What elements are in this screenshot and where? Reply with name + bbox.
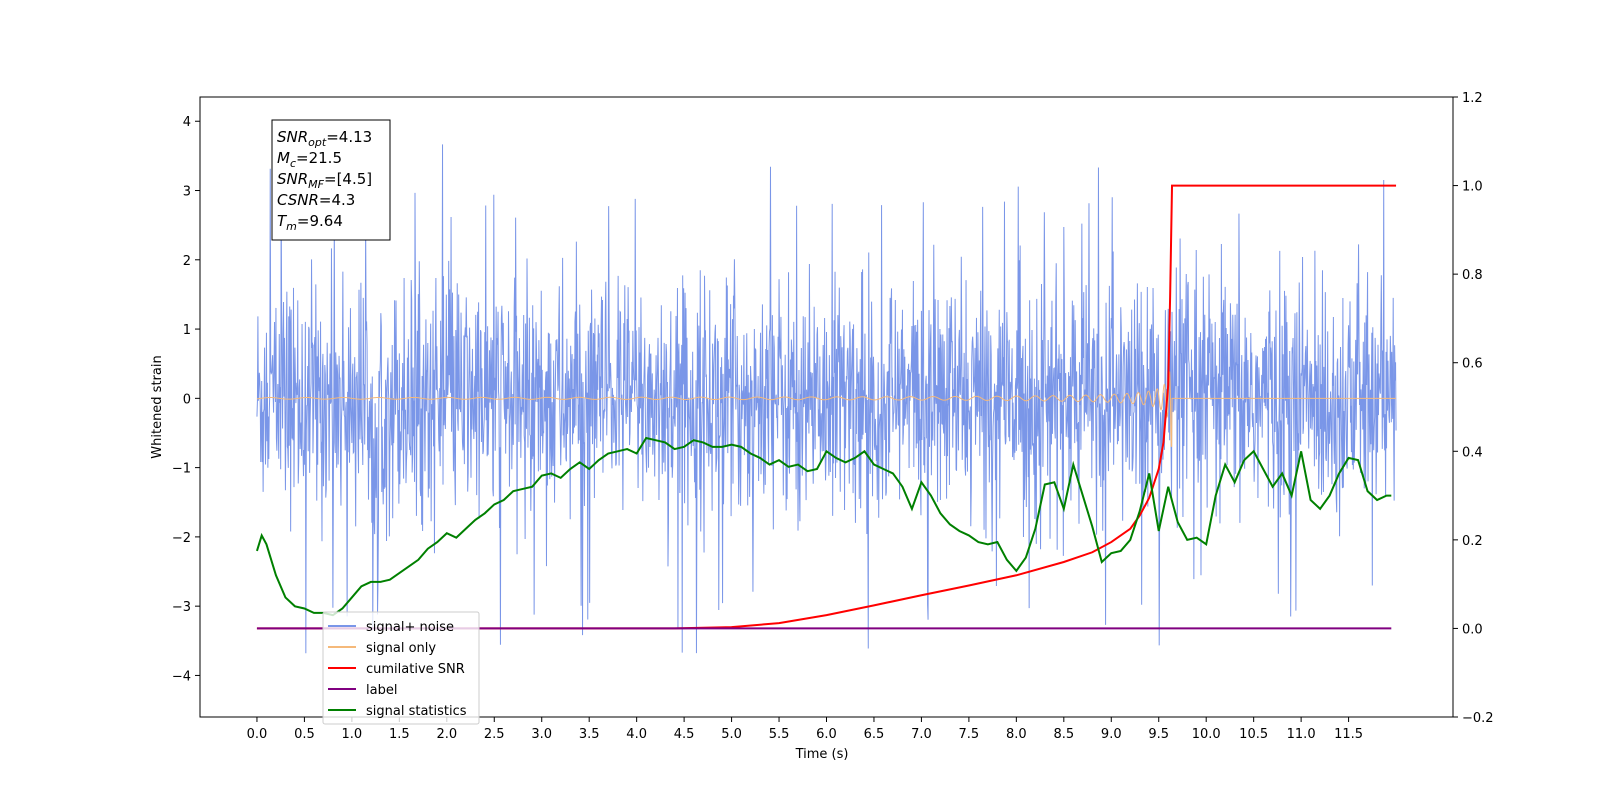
signal-only-line [256,371,1397,447]
legend-label: signal statistics [366,704,467,719]
signal-noise-line [256,144,1397,654]
x-tick-label: 11.5 [1334,727,1363,742]
annotation-line: Tm=9.64 [277,212,343,233]
x-tick-label: 1.5 [389,727,410,742]
x-tick-label: 2.0 [436,727,457,742]
x-tick-label: 8.0 [1006,727,1027,742]
x-tick-label: 8.5 [1053,727,1074,742]
legend: signal+ noise signal only cumilative SNR la… [322,611,480,725]
y-tick-label: −4 [172,669,191,684]
x-axis-ticks: 0.0 0.5 1.0 1.5 2.0 2.5 3.0 3.5 4.0 4.5 5.0 5.5 6.0 6… [247,717,1363,742]
annotation-line: SNRopt=4.13 [277,128,372,149]
y-tick-label: −1 [172,462,191,477]
x-tick-label: 1.0 [342,727,363,742]
x-tick-label: 10.0 [1192,727,1221,742]
legend-label: signal+ noise [366,620,454,635]
annotation-line: Mc=21.5 [277,149,342,170]
x-tick-label: 4.0 [626,727,647,742]
y-tick-label: 1 [183,323,191,338]
annotation-line: SNRMF=[4.5] [277,170,372,191]
legend-label: cumilative SNR [366,662,465,677]
x-tick-label: 2.5 [484,727,505,742]
signal-noise-series [256,144,1397,654]
y-tick-label: 4 [183,115,191,130]
y-tick-label: −3 [172,600,191,615]
y2-tick-label: 0.8 [1462,268,1483,283]
x-tick-label: 7.0 [911,727,932,742]
signal-statistics-line [255,436,1392,617]
y2-tick-label: −0.2 [1462,711,1494,726]
y-axis-label: Whitened strain [150,355,165,458]
x-tick-label: 7.5 [959,727,980,742]
x-tick-label: 6.5 [864,727,885,742]
x-axis-label: Time (s) [795,747,849,762]
y-axis-ticks: 4 3 2 1 0 −1 −2 −3 −4 [172,115,200,684]
x-tick-label: 3.5 [579,727,600,742]
legend-box [322,611,480,725]
x-tick-label: 5.0 [721,727,742,742]
cumilative-snr-line [256,184,1397,630]
legend-label: signal only [366,641,436,656]
annotation-line: CSNR=4.3 [277,191,355,209]
x-tick-label: 3.0 [531,727,552,742]
x-tick-label: 5.5 [769,727,790,742]
x-tick-label: 9.0 [1101,727,1122,742]
signal-only-series [256,371,1397,447]
x-tick-label: 10.5 [1239,727,1268,742]
y2-tick-label: 1.0 [1462,180,1483,195]
x-tick-label: 9.5 [1148,727,1169,742]
y-tick-label: 0 [183,392,191,407]
y2-tick-label: 0.4 [1462,445,1483,460]
legend-label: label [366,683,397,698]
y2-tick-label: 0.0 [1462,622,1483,637]
x-tick-label: 0.0 [247,727,268,742]
x-tick-label: 11.0 [1287,727,1316,742]
x-tick-label: 6.0 [816,727,837,742]
x-tick-label: 4.5 [674,727,695,742]
x-tick-label: 0.5 [294,727,315,742]
y-tick-label: −2 [172,531,191,546]
y2-tick-label: 0.6 [1462,357,1483,372]
y-tick-label: 3 [183,185,191,200]
y2-tick-label: 0.2 [1462,534,1483,549]
y2-tick-label: 1.2 [1462,91,1483,106]
y-tick-label: 2 [183,254,191,269]
y2-axis-ticks: 1.2 1.0 0.8 0.6 0.4 0.2 0.0 −0.2 [1453,91,1494,726]
